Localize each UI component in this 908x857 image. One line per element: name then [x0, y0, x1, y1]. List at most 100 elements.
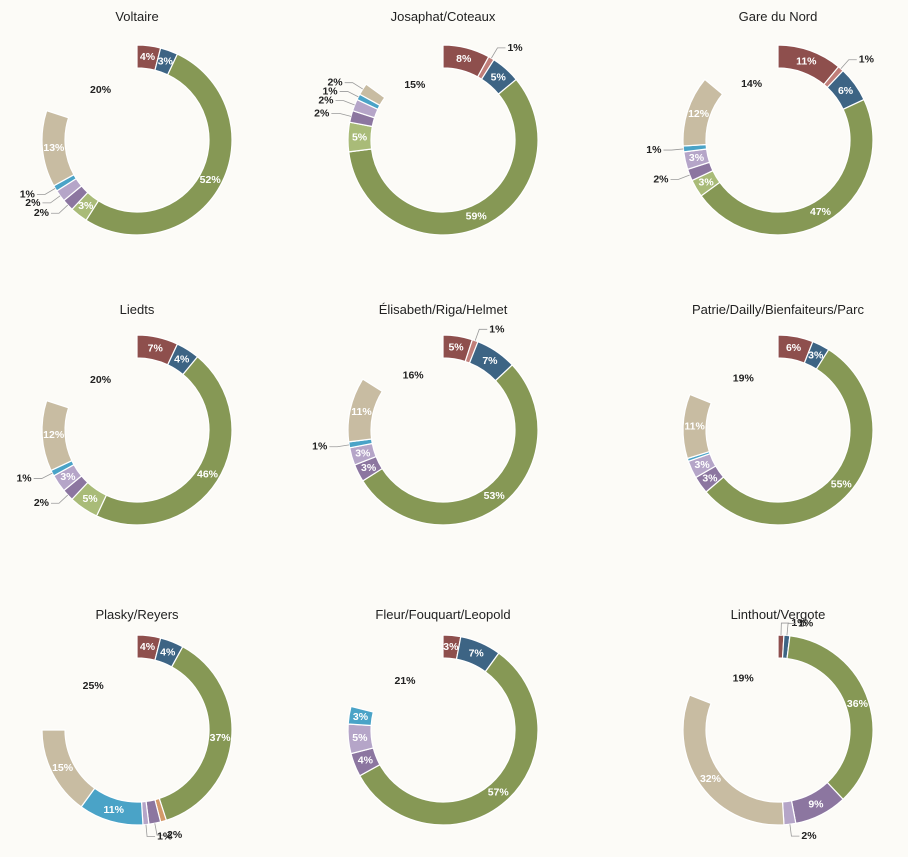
- label-leader-line: [51, 204, 69, 214]
- chart-title: Patrie/Dailly/Bienfaiteurs/Parc: [692, 302, 864, 317]
- slice-label: 7%: [148, 343, 164, 355]
- slice-label: 25%: [83, 680, 105, 692]
- slice-label: 6%: [838, 85, 854, 97]
- slice-label: 21%: [394, 675, 416, 687]
- slice-label: 57%: [488, 787, 510, 799]
- donut-slice: [705, 348, 874, 526]
- slice-label: 3%: [808, 350, 824, 362]
- donut-elisabeth-riga-helmet: Élisabeth/Riga/Helmet 5% 1% 7% 53% 3% 3% 1% 11% 1…: [312, 302, 539, 526]
- label-leader-line: [474, 328, 488, 341]
- slice-label: 3%: [689, 152, 705, 164]
- label-leader-line: [780, 622, 790, 636]
- label-leader-line: [786, 623, 797, 636]
- donut-slice: [361, 364, 539, 526]
- slice-label: 3%: [702, 472, 718, 484]
- donut-slice: [41, 729, 96, 808]
- slice-label: 7%: [469, 647, 485, 659]
- donut-slice: [700, 98, 874, 236]
- slice-label: 46%: [197, 469, 219, 481]
- donut-slice: [786, 635, 874, 801]
- donut-slice: [348, 78, 539, 236]
- slice-label: 37%: [210, 732, 232, 744]
- donut-plasky-reyers: Plasky/Reyers 4% 4% 37% 2%1% 11% 15% 25%: [41, 607, 233, 843]
- slice-label: 1%: [20, 188, 36, 200]
- slice-label: 6%: [786, 342, 802, 354]
- label-leader-line: [663, 148, 684, 151]
- slice-label: 4%: [140, 51, 156, 63]
- slice-label: 11%: [796, 55, 817, 67]
- slice-label: 5%: [352, 732, 368, 744]
- chart-title: Liedts: [120, 302, 155, 317]
- slice-label: 16%: [403, 370, 425, 382]
- slice-label: 47%: [810, 206, 832, 218]
- slice-label: 13%: [43, 142, 65, 154]
- donut-fleur-fouquart-leopold: Fleur/Fouquart/Leopold 3% 7% 57% 4% 5% 3% 21%: [347, 607, 539, 826]
- donut-slice: [682, 393, 712, 460]
- slice-label: 9%: [808, 798, 824, 810]
- slice-label: 5%: [352, 131, 368, 143]
- slice-label: 1%: [798, 617, 814, 629]
- label-leader-line: [339, 91, 359, 98]
- slice-label: 1%: [646, 144, 662, 156]
- slice-label: 7%: [482, 355, 498, 367]
- slice-label: 3%: [699, 177, 715, 189]
- slice-label: 1%: [859, 54, 875, 66]
- chart-title: Voltaire: [115, 9, 158, 24]
- slice-label: 3%: [695, 459, 711, 471]
- donut-slice: [41, 109, 75, 187]
- label-leader-line: [36, 188, 56, 195]
- label-leader-line: [789, 824, 800, 837]
- slice-label: 19%: [733, 673, 755, 685]
- slice-label: 2%: [34, 207, 50, 219]
- slice-label: 14%: [741, 78, 763, 90]
- slice-label: 3%: [158, 55, 174, 67]
- label-leader-line: [51, 494, 69, 504]
- slice-label: 2%: [34, 497, 50, 509]
- label-leader-line: [344, 82, 364, 90]
- slice-label: 2%: [314, 107, 330, 119]
- chart-title: Élisabeth/Riga/Helmet: [379, 302, 508, 317]
- slice-label: 2%: [318, 95, 334, 107]
- donut-liedts: Liedts 7% 4% 46% 5% 2% 3% 1% 12% 20%: [16, 302, 233, 526]
- donut-slice: [347, 705, 374, 727]
- slice-label: 4%: [358, 755, 374, 767]
- slice-label: 15%: [404, 79, 426, 91]
- label-leader-line: [154, 823, 166, 836]
- chart-title: Josaphat/Coteaux: [391, 9, 496, 24]
- label-leader-line: [670, 174, 690, 180]
- slice-label: 59%: [466, 211, 488, 223]
- slice-label: 15%: [52, 762, 74, 774]
- chart-title: Fleur/Fouquart/Leopold: [375, 607, 510, 622]
- slice-label: 11%: [103, 804, 124, 816]
- slice-label: 2%: [167, 829, 183, 841]
- donut-slice: [682, 78, 724, 147]
- slice-label: 1%: [507, 42, 523, 54]
- chart-title: Plasky/Reyers: [95, 607, 179, 622]
- label-leader-line: [33, 472, 53, 479]
- label-leader-line: [840, 59, 857, 70]
- slice-label: 3%: [355, 447, 371, 459]
- label-leader-line: [331, 112, 352, 117]
- donut-gare-du-nord: Gare du Nord 11% 1% 6% 47% 3% 2% 3% 1% 12% 14%: [646, 9, 875, 236]
- label-leader-line: [42, 195, 61, 204]
- slice-label: 3%: [78, 200, 94, 212]
- slice-label: 12%: [43, 429, 65, 441]
- donut-patrie-dailly-bienfaiteurs-parc: Patrie/Dailly/Bienfaiteurs/Parc 6% 3% 55% 3%…: [682, 302, 874, 526]
- slice-label: 11%: [684, 421, 705, 433]
- slice-label: 3%: [60, 471, 76, 483]
- slice-label: 8%: [456, 53, 472, 65]
- slice-label: 3%: [443, 641, 459, 653]
- slice-label: 4%: [140, 641, 156, 653]
- donut-slice: [347, 378, 384, 443]
- slice-label: 20%: [90, 374, 112, 386]
- chart-title: Gare du Nord: [739, 9, 818, 24]
- label-leader-line: [335, 100, 355, 106]
- donut-slice: [85, 53, 233, 236]
- slice-label: 11%: [351, 406, 372, 418]
- donut-slice: [358, 83, 386, 107]
- slice-label: 1%: [312, 441, 328, 453]
